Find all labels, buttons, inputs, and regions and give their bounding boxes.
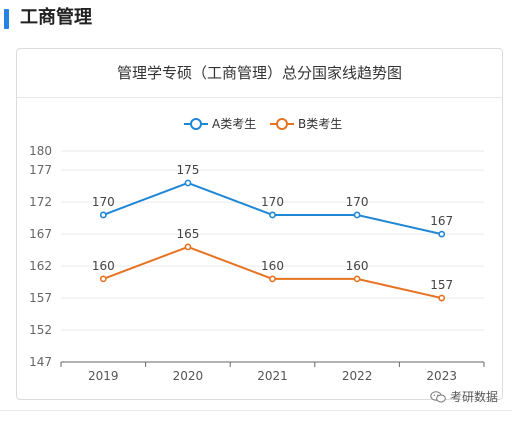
data-point[interactable] [269, 211, 276, 219]
data-label: 170 [346, 195, 369, 209]
data-label: 160 [346, 259, 369, 273]
data-label: 170 [92, 195, 115, 209]
x-tick-label: 2019 [88, 369, 119, 383]
section-title: 工商管理 [20, 7, 92, 28]
wechat-icon [430, 390, 446, 402]
section-header: 工商管理 [0, 0, 512, 38]
y-tick-label: 177 [29, 163, 52, 177]
legend-marker[interactable] [190, 118, 202, 130]
data-label: 167 [430, 214, 453, 228]
y-tick-label: 180 [29, 144, 52, 158]
data-point[interactable] [184, 243, 192, 251]
data-point[interactable] [184, 179, 192, 187]
y-tick-label: 172 [29, 195, 52, 209]
legend-label[interactable]: A类考生 [212, 117, 256, 131]
data-label: 157 [430, 278, 453, 292]
data-point[interactable] [438, 294, 446, 302]
data-point[interactable] [99, 275, 107, 283]
data-point[interactable] [99, 211, 107, 219]
data-label: 160 [92, 259, 115, 273]
data-label: 165 [176, 227, 199, 241]
watermark: 考研数据 [430, 388, 498, 405]
data-label: 170 [261, 195, 284, 209]
chart-card: 管理学专硕（工商管理）总分国家线趋势图 [16, 48, 503, 400]
y-tick-label: 167 [29, 227, 52, 241]
x-tick-label: 2021 [257, 369, 288, 383]
y-tick-label: 152 [29, 323, 52, 337]
section-accent-bar [4, 9, 9, 29]
data-point[interactable] [353, 211, 361, 219]
legend-label[interactable]: B类考生 [298, 117, 342, 131]
data-point[interactable] [353, 275, 361, 283]
y-tick-label: 162 [29, 259, 52, 273]
chart-title: 管理学专硕（工商管理）总分国家线趋势图 [17, 49, 502, 98]
y-tick-label: 157 [29, 291, 52, 305]
data-label: 160 [261, 259, 284, 273]
bottom-divider [0, 410, 512, 411]
data-point[interactable] [438, 230, 446, 238]
watermark-text: 考研数据 [449, 390, 498, 404]
data-label: 175 [176, 163, 199, 177]
y-tick-label: 147 [29, 355, 52, 369]
x-tick-label: 2023 [426, 369, 457, 383]
x-tick-label: 2020 [173, 369, 204, 383]
legend-marker[interactable] [276, 118, 288, 130]
data-point[interactable] [269, 275, 276, 283]
x-tick-label: 2022 [342, 369, 373, 383]
